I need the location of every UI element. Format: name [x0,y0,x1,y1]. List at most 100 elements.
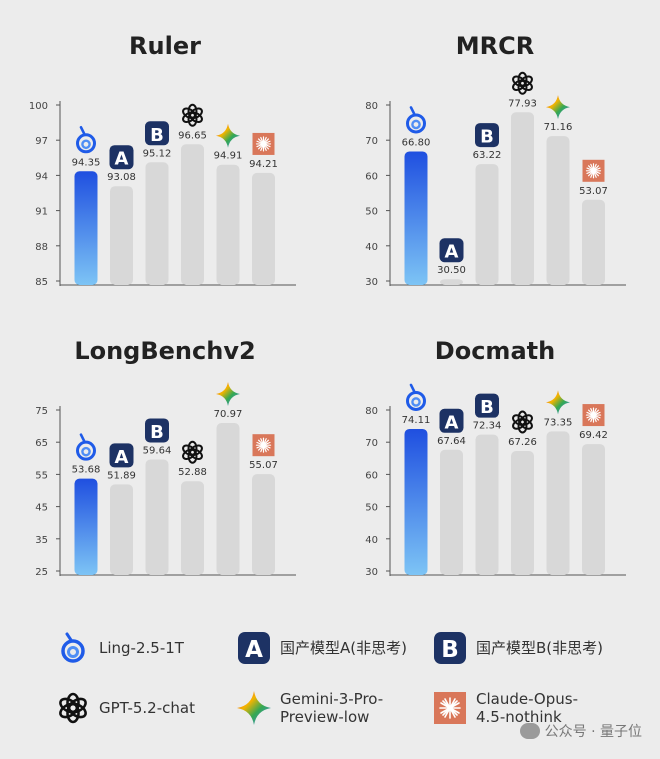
svg-text:A: A [445,412,459,433]
chart-longbenchv2-svg: LongBenchv2 25 35 45 55 65 75 53.68 51.89 A 59.64 B… [35,337,296,578]
bar-gemini [546,136,570,285]
letter-b-icon: B [145,418,169,443]
y-tick-label: 91 [35,207,48,218]
legend-label-claude-line1: Claude-Opus- [476,690,578,708]
bar-a [440,449,463,575]
wechat-bubble-icon [519,723,540,739]
claude-starburst-icon [252,132,275,155]
letter-b-icon: B [145,121,169,146]
letter-b-icon: B [432,630,468,666]
y-tick-label: 100 [29,101,48,112]
openai-logo-icon [182,103,203,127]
chart-ruler-svg: Ruler 85 88 91 94 97 100 94.35 93.08 A 95.12 B 96.65… [29,32,296,288]
bar-gemini [216,422,240,575]
value-label-claude: 55.07 [249,460,278,471]
legend-item-a: A 国产模型A(非思考) [236,630,407,666]
y-tick-label: 60 [365,171,378,182]
gemini-sparkle-icon [216,123,240,148]
chart-docmath: Docmath 30 40 50 60 70 80 74.11 67.64 A 72.34 B 67.2… [330,305,660,595]
legend-item-gemini: Gemini-3-Pro- Preview-low [236,690,383,726]
value-label-b: 59.64 [143,445,172,456]
svg-text:B: B [480,397,494,418]
y-tick-label: 85 [35,277,48,288]
svg-text:B: B [150,125,164,146]
letter-a-icon: A [439,408,464,433]
legend: Ling-2.5-1T A 国产模型A(非思考) B 国产模型B(非思考) GP… [0,610,660,759]
bar-b [145,459,169,575]
y-tick-label: 40 [365,242,378,253]
legend-label-claude-line2: 4.5-nothink [476,708,562,726]
value-label-ling: 53.68 [72,465,101,476]
bar-ling [74,478,98,575]
y-tick-label: 35 [35,535,48,546]
svg-text:B: B [150,422,164,443]
value-label-gemini: 70.97 [214,409,243,420]
bar-claude [252,474,275,575]
value-label-ling: 66.80 [402,137,431,148]
value-label-b: 95.12 [143,148,172,159]
chart-title-mrcr: MRCR [456,32,534,60]
ling-swirl-icon [55,630,91,666]
svg-text:A: A [115,149,129,170]
y-tick-label: 65 [35,438,48,449]
letter-a-icon: A [236,630,272,666]
legend-item-claude: Claude-Opus- 4.5-nothink [432,690,578,726]
letter-b-icon: B [475,393,499,418]
y-tick-label: 97 [35,136,48,147]
bar-ling [74,171,98,285]
y-tick-label: 45 [35,503,48,514]
openai-logo-icon [512,410,533,434]
openai-logo-icon [512,71,533,95]
value-label-claude: 69.42 [579,430,608,441]
value-label-gemini: 71.16 [544,122,573,133]
bar-gemini [546,431,570,575]
y-tick-label: 70 [365,136,378,147]
legend-label-claude: Claude-Opus- 4.5-nothink [476,690,578,726]
claude-starburst-icon [582,404,605,427]
value-label-gemini: 94.91 [214,151,243,162]
openai-logo-icon [55,690,91,726]
bar-gpt [511,112,534,285]
bar-gemini [216,164,240,285]
y-tick-label: 50 [365,503,378,514]
y-tick-label: 40 [365,535,378,546]
value-label-claude: 94.21 [249,159,278,170]
ling-swirl-icon [76,433,96,461]
svg-text:A: A [245,637,263,663]
bar-gpt [181,144,204,285]
bar-a [440,279,463,285]
bar-claude [582,444,605,575]
legend-label-b: 国产模型B(非思考) [476,639,603,657]
bar-b [475,434,499,575]
y-tick-label: 75 [35,406,48,417]
ling-swirl-icon [76,125,96,154]
y-tick-label: 25 [35,567,48,578]
value-label-gpt: 77.93 [508,98,537,109]
openai-logo-icon [182,440,203,464]
legend-label-a: 国产模型A(非思考) [280,639,407,657]
chart-docmath-svg: Docmath 30 40 50 60 70 80 74.11 67.64 A 72.34 B 67.2… [365,337,626,578]
letter-a-icon: A [109,145,134,170]
letter-a-icon: A [109,443,134,468]
chart-mrcr: MRCR 30 40 50 60 70 80 66.80 30.50 A 63.22 B 77.93 71… [330,0,660,305]
y-tick-label: 60 [365,470,378,481]
bar-ling [404,428,428,575]
value-label-gpt: 67.26 [508,437,537,448]
legend-label-ling: Ling-2.5-1T [99,639,184,657]
watermark-text: 公众号 · 量子位 [544,724,642,740]
svg-text:B: B [441,637,459,663]
svg-text:A: A [445,242,459,263]
chart-longbenchv2: LongBenchv2 25 35 45 55 65 75 53.68 51.89 A 59.64 B… [0,305,330,595]
gemini-sparkle-icon [216,381,240,406]
y-tick-label: 70 [365,438,378,449]
value-label-gemini: 73.35 [544,417,573,428]
bar-gpt [511,451,534,575]
value-label-a: 51.89 [107,470,136,481]
legend-label-gpt: GPT-5.2-chat [99,699,195,717]
chart-title-ruler: Ruler [129,32,201,60]
y-tick-label: 80 [365,406,378,417]
claude-starburst-icon [252,434,275,457]
legend-label-gemini-line2: Preview-low [280,708,370,726]
value-label-a: 93.08 [107,172,136,183]
value-label-ling: 74.11 [402,415,431,426]
